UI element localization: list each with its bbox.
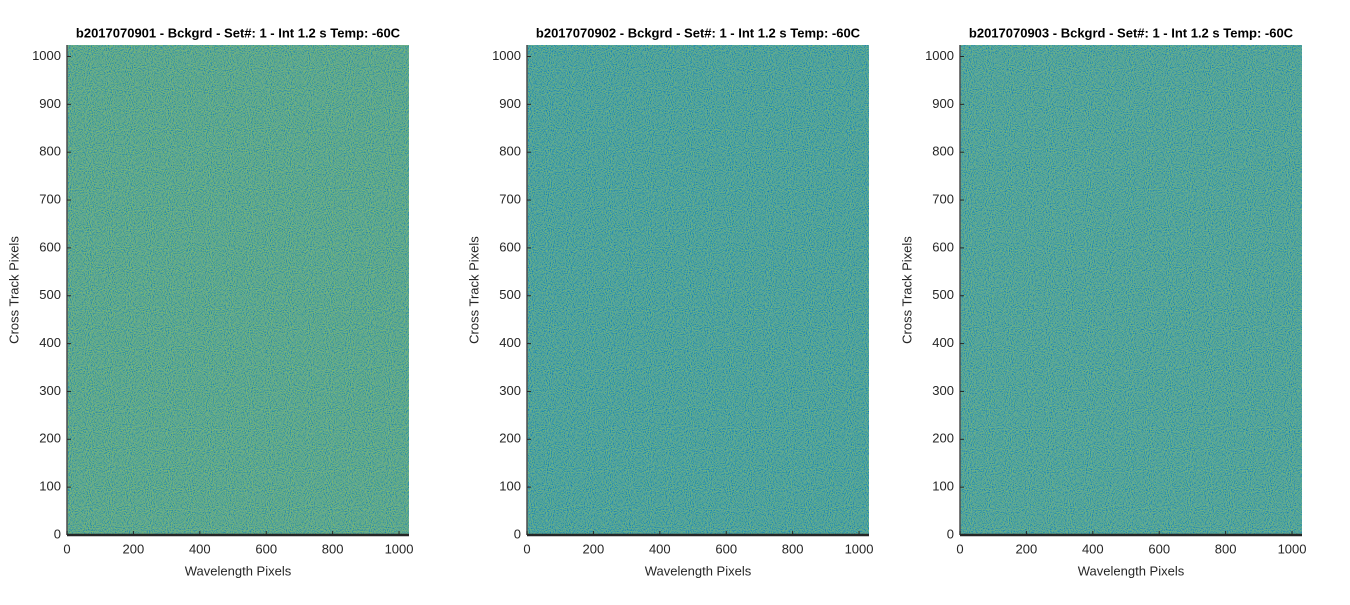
x-tick-label: 600 xyxy=(255,541,277,556)
x-axis-label: Wavelength Pixels xyxy=(645,563,752,578)
y-tick-label: 700 xyxy=(39,191,61,206)
image-noise xyxy=(67,45,409,535)
x-tick-label: 200 xyxy=(1016,541,1038,556)
y-tick-label: 200 xyxy=(39,431,61,446)
y-tick-label: 1000 xyxy=(925,48,954,63)
x-tick-label: 800 xyxy=(782,541,804,556)
y-tick-label: 800 xyxy=(499,144,521,159)
y-tick-label: 100 xyxy=(499,479,521,494)
x-tick-label: 0 xyxy=(956,541,963,556)
y-tick-label: 600 xyxy=(499,239,521,254)
chart-title: b2017070903 - Bckgrd - Set#: 1 - Int 1.2… xyxy=(969,25,1294,40)
y-tick-label: 800 xyxy=(39,144,61,159)
y-tick-label: 500 xyxy=(932,287,954,302)
y-tick-label: 400 xyxy=(39,335,61,350)
y-tick-label: 900 xyxy=(499,96,521,111)
x-tick-label: 0 xyxy=(63,541,70,556)
x-tick-label: 1000 xyxy=(1278,541,1307,556)
y-tick-label: 700 xyxy=(499,191,521,206)
y-tick-label: 800 xyxy=(932,144,954,159)
y-tick-label: 400 xyxy=(932,335,954,350)
y-axis-label: Cross Track Pixels xyxy=(899,236,914,344)
y-tick-label: 200 xyxy=(932,431,954,446)
y-tick-label: 400 xyxy=(499,335,521,350)
x-tick-label: 600 xyxy=(1148,541,1170,556)
y-tick-label: 300 xyxy=(499,383,521,398)
x-tick-label: 400 xyxy=(649,541,671,556)
x-tick-label: 800 xyxy=(322,541,344,556)
y-tick-label: 0 xyxy=(947,526,954,541)
y-tick-label: 0 xyxy=(514,526,521,541)
y-tick-label: 100 xyxy=(932,479,954,494)
x-axis-label: Wavelength Pixels xyxy=(1078,563,1185,578)
x-tick-label: 1000 xyxy=(385,541,414,556)
image-noise xyxy=(960,45,1302,535)
chart-title: b2017070901 - Bckgrd - Set#: 1 - Int 1.2… xyxy=(76,25,401,40)
x-tick-label: 400 xyxy=(189,541,211,556)
y-axis-label: Cross Track Pixels xyxy=(6,236,21,344)
x-tick-label: 0 xyxy=(523,541,530,556)
x-tick-label: 800 xyxy=(1215,541,1237,556)
y-tick-label: 300 xyxy=(932,383,954,398)
x-tick-label: 600 xyxy=(715,541,737,556)
y-tick-label: 0 xyxy=(54,526,61,541)
y-tick-label: 500 xyxy=(499,287,521,302)
x-tick-label: 1000 xyxy=(845,541,874,556)
y-tick-label: 600 xyxy=(39,239,61,254)
y-tick-label: 300 xyxy=(39,383,61,398)
y-tick-label: 900 xyxy=(932,96,954,111)
x-tick-label: 200 xyxy=(123,541,145,556)
y-tick-label: 1000 xyxy=(492,48,521,63)
x-axis-label: Wavelength Pixels xyxy=(185,563,292,578)
x-tick-label: 200 xyxy=(583,541,605,556)
y-tick-label: 600 xyxy=(932,239,954,254)
image-noise xyxy=(527,45,869,535)
y-tick-label: 900 xyxy=(39,96,61,111)
y-axis-label: Cross Track Pixels xyxy=(466,236,481,344)
y-tick-label: 100 xyxy=(39,479,61,494)
y-tick-label: 700 xyxy=(932,191,954,206)
y-tick-label: 1000 xyxy=(32,48,61,63)
x-tick-label: 400 xyxy=(1082,541,1104,556)
y-tick-label: 500 xyxy=(39,287,61,302)
y-tick-label: 200 xyxy=(499,431,521,446)
chart-title: b2017070902 - Bckgrd - Set#: 1 - Int 1.2… xyxy=(536,25,861,40)
